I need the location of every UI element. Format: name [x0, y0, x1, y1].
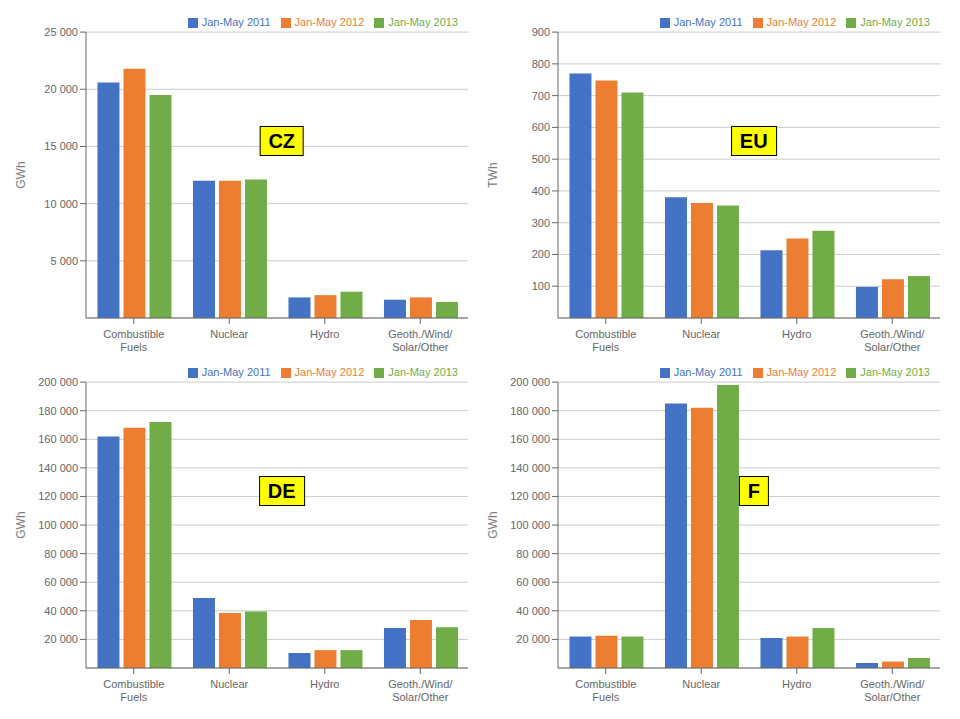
- html-text:Jan-May 2013: Jan-May 2013: [860, 16, 930, 28]
- svg-text:Geoth./Wind/Solar/Other: Geoth./Wind/Solar/Other: [388, 678, 453, 703]
- svg-text:20 000: 20 000: [44, 633, 78, 645]
- svg-text:80 000: 80 000: [516, 548, 550, 560]
- svg-text:20 000: 20 000: [44, 83, 78, 95]
- svg-text:200: 200: [532, 248, 550, 260]
- svg-text:700: 700: [532, 90, 550, 102]
- svg-text:120 000: 120 000: [510, 490, 550, 502]
- svg-text:25 000: 25 000: [44, 26, 78, 38]
- svg-text:Hydro: Hydro: [310, 678, 339, 690]
- svg-text:Nuclear: Nuclear: [210, 328, 248, 340]
- html-text:Jan-May 2011: Jan-May 2011: [201, 16, 271, 28]
- svg-text:500: 500: [532, 153, 550, 165]
- html-text:Jan-May 2012: Jan-May 2012: [294, 16, 365, 28]
- html-text:DE: DE: [267, 480, 296, 502]
- html-text:Jan-May 2012: Jan-May 2012: [766, 366, 837, 378]
- svg-text:800: 800: [532, 58, 550, 70]
- html-text:Jan-May 2013: Jan-May 2013: [388, 16, 458, 28]
- svg-text:140 000: 140 000: [38, 462, 78, 474]
- svg-text:20 000: 20 000: [516, 633, 550, 645]
- svg-text:400: 400: [532, 185, 550, 197]
- svg-text:100 000: 100 000: [38, 519, 78, 531]
- svg-text:CombustibleFuels: CombustibleFuels: [575, 328, 636, 353]
- svg-text:Nuclear: Nuclear: [682, 678, 720, 690]
- html-text:Jan-May 2013: Jan-May 2013: [388, 366, 458, 378]
- svg-text:TWh: TWh: [486, 162, 500, 187]
- svg-text:CombustibleFuels: CombustibleFuels: [575, 678, 636, 703]
- svg-text:Nuclear: Nuclear: [682, 328, 720, 340]
- svg-text:600: 600: [532, 121, 550, 133]
- svg-text:Nuclear: Nuclear: [210, 678, 248, 690]
- html-text:EU: EU: [739, 130, 768, 152]
- html-text:Jan-May 2012: Jan-May 2012: [766, 16, 837, 28]
- svg-text:200 000: 200 000: [510, 376, 550, 388]
- svg-text:180 000: 180 000: [510, 405, 550, 417]
- svg-text:GWh: GWh: [14, 511, 28, 538]
- html-text:Jan-May 2013: Jan-May 2013: [860, 366, 930, 378]
- svg-text:Geoth./Wind/Solar/Other: Geoth./Wind/Solar/Other: [860, 678, 925, 703]
- html-text:Jan-May 2011: Jan-May 2011: [673, 366, 743, 378]
- svg-text:160 000: 160 000: [38, 433, 78, 445]
- svg-text:Geoth./Wind/Solar/Other: Geoth./Wind/Solar/Other: [388, 328, 453, 353]
- svg-text:80 000: 80 000: [44, 548, 78, 560]
- svg-text:120 000: 120 000: [38, 490, 78, 502]
- svg-text:200 000: 200 000: [38, 376, 78, 388]
- svg-text:10 000: 10 000: [44, 198, 78, 210]
- svg-text:100: 100: [532, 280, 550, 292]
- svg-text:900: 900: [532, 26, 550, 38]
- svg-text:Geoth./Wind/Solar/Other: Geoth./Wind/Solar/Other: [860, 328, 925, 353]
- svg-text:60 000: 60 000: [44, 576, 78, 588]
- html-text:CZ: CZ: [268, 130, 296, 152]
- svg-text:GWh: GWh: [14, 161, 28, 188]
- svg-text:180 000: 180 000: [38, 405, 78, 417]
- svg-text:40 000: 40 000: [516, 605, 550, 617]
- html-text:Jan-May 2011: Jan-May 2011: [673, 16, 743, 28]
- svg-text:160 000: 160 000: [510, 433, 550, 445]
- svg-text:15 000: 15 000: [44, 140, 78, 152]
- svg-text:140 000: 140 000: [510, 462, 550, 474]
- svg-text:60 000: 60 000: [516, 576, 550, 588]
- svg-text:300: 300: [532, 217, 550, 229]
- html-text:Jan-May 2011: Jan-May 2011: [201, 366, 271, 378]
- svg-text:GWh: GWh: [486, 511, 500, 538]
- svg-text:CombustibleFuels: CombustibleFuels: [103, 328, 164, 353]
- svg-text:Hydro: Hydro: [782, 678, 811, 690]
- svg-text:5 000: 5 000: [50, 255, 78, 267]
- svg-text:Hydro: Hydro: [782, 328, 811, 340]
- svg-text:CombustibleFuels: CombustibleFuels: [103, 678, 164, 703]
- svg-text:40 000: 40 000: [44, 605, 78, 617]
- html-text:F: F: [747, 480, 760, 502]
- svg-text:100 000: 100 000: [510, 519, 550, 531]
- svg-text:Hydro: Hydro: [310, 328, 339, 340]
- html-text:Jan-May 2012: Jan-May 2012: [294, 366, 365, 378]
